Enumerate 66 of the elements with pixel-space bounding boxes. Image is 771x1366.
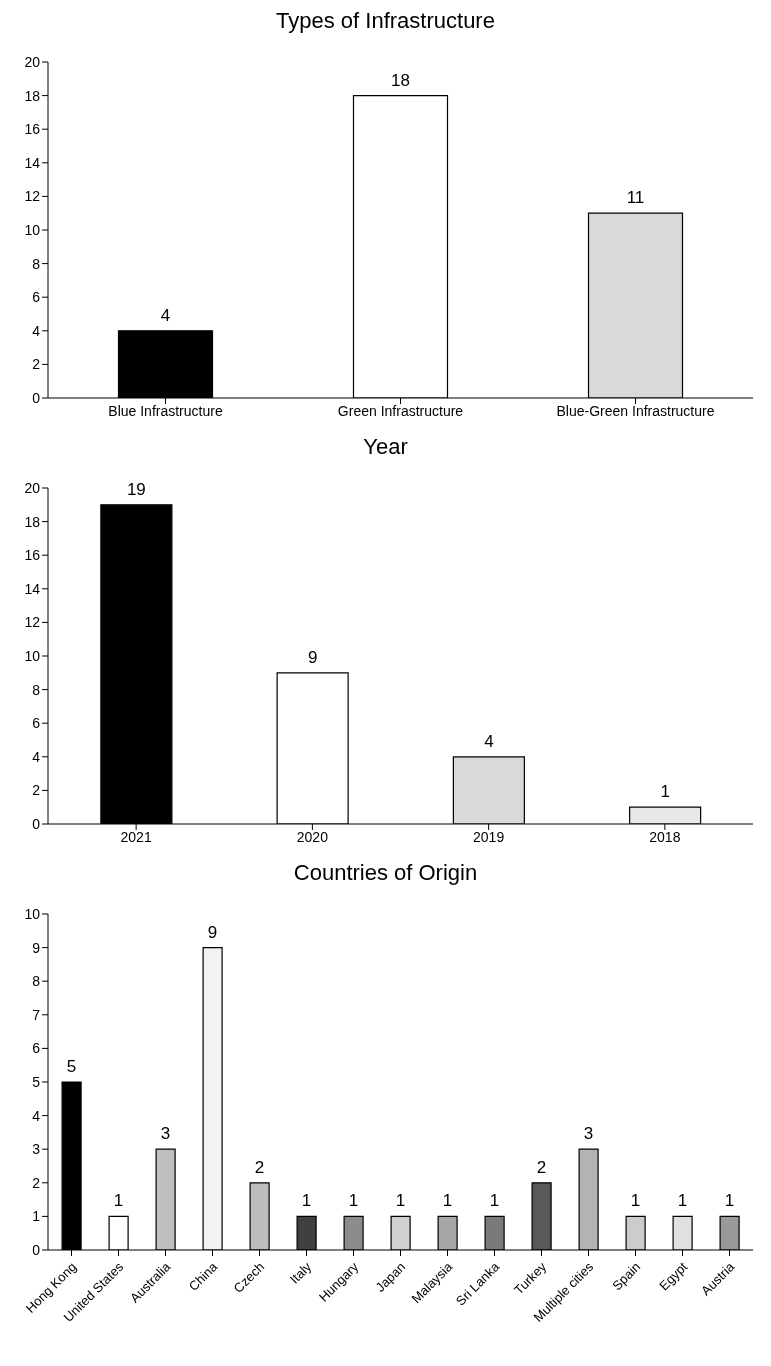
x-tick-label: 2020 xyxy=(296,828,329,845)
x-tick-label: Blue Infrastructure xyxy=(108,402,223,419)
y-tick-label: 10 xyxy=(24,905,41,922)
data-label: 1 xyxy=(348,1191,359,1211)
y-tick-label: 6 xyxy=(32,715,41,732)
x-tick-label: 2018 xyxy=(649,828,681,845)
y-tick-label: 12 xyxy=(24,614,41,631)
data-label: 5 xyxy=(66,1057,77,1076)
x-tick-label: 2019 xyxy=(473,828,505,845)
y-tick-label: 9 xyxy=(32,939,41,956)
data-label: 4 xyxy=(484,731,494,751)
data-label: 1 xyxy=(660,782,670,802)
y-tick-label: 2 xyxy=(32,1174,41,1191)
y-tick-label: 1 xyxy=(32,1208,41,1225)
y-tick-label: 18 xyxy=(24,513,41,530)
data-label: 1 xyxy=(630,1191,641,1211)
x-tick-label: 2021 xyxy=(120,828,152,845)
data-label: 1 xyxy=(113,1191,124,1211)
x-tick-label: Italy xyxy=(286,1258,315,1287)
data-label: 9 xyxy=(207,922,218,942)
chart-title: Countries of Origin xyxy=(292,860,479,886)
data-label: 11 xyxy=(626,188,645,208)
data-label: 1 xyxy=(395,1191,406,1211)
y-tick-label: 2 xyxy=(32,356,41,373)
data-label: 2 xyxy=(536,1157,547,1177)
data-label: 9 xyxy=(307,647,318,667)
y-tick-label: 7 xyxy=(32,1006,41,1023)
data-label: 1 xyxy=(489,1191,500,1211)
data-label: 3 xyxy=(160,1124,171,1144)
y-tick-label: 10 xyxy=(24,647,41,664)
x-tick-label: Green Infrastructure xyxy=(337,402,464,419)
y-tick-label: 0 xyxy=(32,389,41,406)
y-tick-label: 5 xyxy=(32,1073,41,1090)
data-label: 19 xyxy=(126,479,146,499)
y-tick-label: 16 xyxy=(24,121,41,138)
y-tick-label: 6 xyxy=(32,1040,41,1057)
y-tick-label: 16 xyxy=(24,547,41,564)
y-tick-label: 4 xyxy=(32,748,41,765)
data-label: 18 xyxy=(391,70,410,90)
data-label: 2 xyxy=(254,1157,265,1177)
y-tick-label: 12 xyxy=(24,188,41,205)
y-tick-label: 0 xyxy=(32,1241,41,1258)
data-label: 3 xyxy=(583,1124,594,1144)
data-label: 1 xyxy=(677,1191,688,1211)
y-tick-label: 4 xyxy=(32,1107,41,1124)
y-tick-label: 20 xyxy=(24,53,41,70)
y-tick-label: 10 xyxy=(24,221,41,238)
y-tick-label: 0 xyxy=(32,815,41,832)
y-tick-label: 4 xyxy=(32,322,41,339)
y-tick-label: 14 xyxy=(24,154,41,171)
y-tick-label: 20 xyxy=(24,479,41,496)
y-tick-label: 6 xyxy=(32,289,41,306)
data-label: 1 xyxy=(724,1191,735,1211)
y-tick-label: 8 xyxy=(32,973,41,990)
data-label: 1 xyxy=(442,1191,453,1211)
y-tick-label: 8 xyxy=(32,255,41,272)
y-tick-label: 18 xyxy=(24,87,41,104)
data-label: 4 xyxy=(160,305,171,325)
y-tick-label: 2 xyxy=(32,782,41,799)
y-tick-label: 14 xyxy=(24,580,41,597)
y-tick-label: 3 xyxy=(32,1141,41,1158)
x-tick-label: Blue-Green Infrastructure xyxy=(556,402,715,419)
chart-title: Year xyxy=(362,434,409,460)
chart-title: Types of Infrastructure xyxy=(275,8,496,34)
data-label: 1 xyxy=(301,1191,312,1211)
y-tick-label: 8 xyxy=(32,681,41,698)
